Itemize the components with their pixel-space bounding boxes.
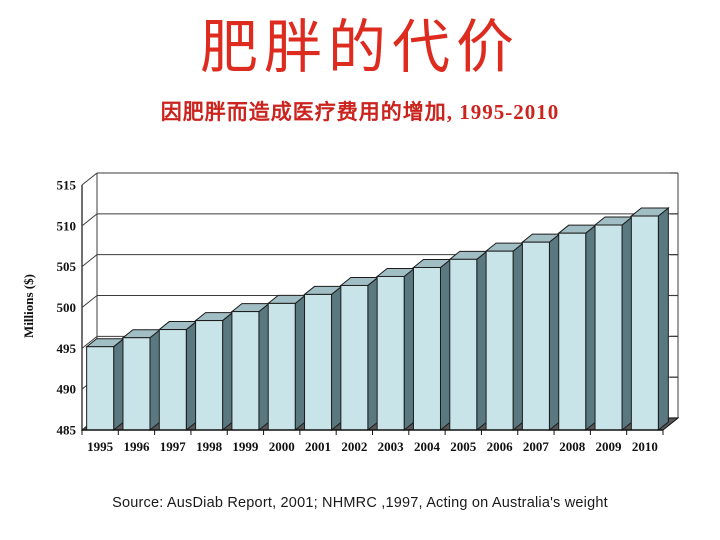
x-tick-label: 2001 xyxy=(305,439,331,454)
x-tick-label: 2009 xyxy=(596,439,623,454)
y-tick-label: 495 xyxy=(57,341,77,356)
x-axis xyxy=(81,429,664,435)
x-tick-label: 2007 xyxy=(523,439,550,454)
x-tick-label: 2006 xyxy=(487,439,514,454)
y-tick-label: 500 xyxy=(57,300,77,315)
x-tick-label: 1999 xyxy=(232,439,259,454)
bar-2004 xyxy=(412,258,452,432)
source-text: Source: AusDiab Report, 2001; NHMRC ,199… xyxy=(112,495,608,511)
bar-2002 xyxy=(339,276,380,432)
x-tick-label: 1996 xyxy=(123,439,150,454)
page-title: 肥胖的代价 xyxy=(199,15,520,80)
y-tick-label: 485 xyxy=(57,423,77,438)
x-tick-label: 2010 xyxy=(632,439,658,454)
x-tick-label: 2000 xyxy=(269,439,295,454)
bar-2006 xyxy=(484,242,525,432)
bar-2003 xyxy=(375,267,416,432)
y-tick-label: 515 xyxy=(57,178,77,193)
bar-1995 xyxy=(85,337,126,432)
bar-2010 xyxy=(629,206,670,432)
subtitle: 因肥胖而造成医疗费用的增加, 1995-2010 xyxy=(160,100,560,124)
bar-1999 xyxy=(230,302,271,432)
x-tick-label: 1998 xyxy=(196,439,223,454)
x-tick-label: 2002 xyxy=(341,439,367,454)
y-tick-labels: 485 490 495 500 505 510 515 xyxy=(57,178,77,438)
bar-2005 xyxy=(448,250,489,432)
x-tick-label: 2005 xyxy=(450,439,477,454)
x-tick-label: 1997 xyxy=(160,439,187,454)
x-tick-label: 1995 xyxy=(87,439,114,454)
y-axis-label: Millions ($) xyxy=(21,274,36,338)
x-tick-labels: 1995 1996 1997 1998 1999 2000 2001 2002 2003 2004… xyxy=(87,439,658,454)
y-tick-label: 505 xyxy=(57,259,77,274)
bar-2008 xyxy=(557,224,598,432)
x-tick-label: 2008 xyxy=(559,439,586,454)
bar-2001 xyxy=(303,285,343,432)
bar-1996 xyxy=(121,328,162,432)
y-tick-label: 490 xyxy=(57,382,77,397)
bar-1997 xyxy=(157,320,198,432)
y-tick-label: 510 xyxy=(57,218,77,233)
x-tick-label: 2003 xyxy=(378,439,405,454)
bar-2000 xyxy=(266,294,307,432)
bars xyxy=(85,206,670,432)
bar-2009 xyxy=(593,215,634,432)
bar-2007 xyxy=(520,233,561,432)
bar-1998 xyxy=(194,311,235,432)
x-tick-label: 2004 xyxy=(414,439,441,454)
